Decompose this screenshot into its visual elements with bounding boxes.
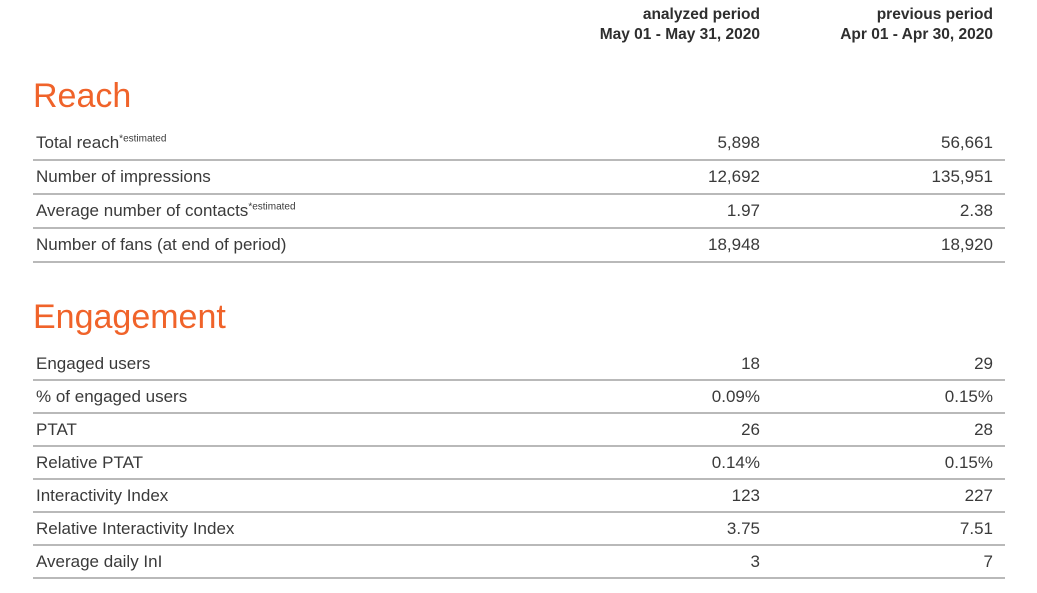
analyzed-period-label: analyzed period (642, 6, 760, 23)
metric-label-text: Engaged users (36, 353, 151, 373)
metric-value-analyzed: 18 (741, 353, 760, 373)
analyzed-period-header: analyzed period May 01 - May 31, 2020 (515, 5, 760, 45)
metric-value-analyzed: 3 (750, 551, 760, 571)
metric-label: Interactivity Index (33, 486, 515, 506)
metric-label: PTAT (33, 420, 515, 440)
header-spacer (33, 5, 515, 45)
metric-label-text: Total reach (36, 133, 120, 152)
metric-value-analyzed: 5,898 (717, 133, 760, 152)
metric-value-analyzed: 0.14% (711, 452, 760, 472)
metric-value-previous: 56,661 (941, 133, 993, 152)
table-row: Engaged users 18 29 (33, 348, 1005, 381)
metric-label-text: Average number of contacts (36, 201, 249, 220)
metric-value-previous: 0.15% (944, 452, 993, 472)
metric-label: Relative Interactivity Index (33, 519, 515, 539)
metrics-table-engagement: Engaged users 18 29 % of engaged users 0… (33, 348, 1005, 579)
report-header: analyzed period May 01 - May 31, 2020 pr… (33, 5, 1005, 45)
metric-value-analyzed: 3.75 (726, 518, 760, 538)
table-row: Relative PTAT 0.14% 0.15% (33, 447, 1005, 480)
metric-value-previous: 135,951 (931, 167, 993, 186)
previous-period-header: previous period Apr 01 - Apr 30, 2020 (760, 5, 1005, 45)
metric-value-analyzed: 18,948 (708, 235, 760, 254)
metric-label-text: Number of impressions (36, 167, 211, 186)
metric-value-analyzed: 26 (741, 419, 760, 439)
metric-label-text: Average daily InI (36, 551, 163, 571)
section-title-reach: Reach (33, 77, 132, 115)
metric-label: Average daily InI (33, 552, 515, 572)
metric-value-previous: 227 (964, 485, 993, 505)
metric-value-analyzed: 123 (731, 485, 760, 505)
metric-label: % of engaged users (33, 387, 515, 407)
previous-period-range: Apr 01 - Apr 30, 2020 (840, 26, 993, 43)
table-row: Number of fans (at end of period) 18,948… (33, 229, 1005, 263)
table-row: Average number of contacts*estimated 1.9… (33, 195, 1005, 229)
metric-label: Number of impressions (33, 167, 515, 187)
metric-value-previous: 0.15% (944, 386, 993, 406)
metric-label: Total reach*estimated (33, 133, 515, 153)
metric-value-analyzed: 12,692 (708, 167, 760, 186)
table-row: Number of impressions 12,692 135,951 (33, 161, 1005, 195)
metric-value-previous: 7 (983, 551, 993, 571)
metric-value-analyzed: 1.97 (726, 201, 760, 220)
table-row: % of engaged users 0.09% 0.15% (33, 381, 1005, 414)
metric-label-text: Number of fans (at end of period) (36, 235, 287, 254)
metric-value-analyzed: 0.09% (711, 386, 760, 406)
metric-value-previous: 2.38 (959, 201, 993, 220)
metric-label: Average number of contacts*estimated (33, 201, 515, 221)
table-row: Interactivity Index 123 227 (33, 480, 1005, 513)
table-row: Relative Interactivity Index 3.75 7.51 (33, 513, 1005, 546)
metric-label-text: % of engaged users (36, 386, 188, 406)
metric-label: Number of fans (at end of period) (33, 235, 515, 255)
estimated-superscript: *estimated (248, 201, 296, 213)
metric-label: Engaged users (33, 354, 515, 374)
analyzed-period-range: May 01 - May 31, 2020 (599, 26, 760, 43)
metric-label: Relative PTAT (33, 453, 515, 473)
metrics-table-reach: Total reach*estimated 5,898 56,661 Numbe… (33, 127, 1005, 263)
metric-value-previous: 7.51 (959, 518, 993, 538)
section-title-engagement: Engagement (33, 298, 226, 336)
table-row: PTAT 26 28 (33, 414, 1005, 447)
table-row: Average daily InI 3 7 (33, 546, 1005, 579)
estimated-superscript: *estimated (119, 133, 167, 145)
table-row: Total reach*estimated 5,898 56,661 (33, 127, 1005, 161)
metric-value-previous: 29 (974, 353, 993, 373)
metric-value-previous: 28 (974, 419, 993, 439)
metric-label-text: Relative PTAT (36, 452, 144, 472)
metric-label-text: PTAT (36, 419, 77, 439)
previous-period-label: previous period (876, 6, 993, 23)
metric-label-text: Relative Interactivity Index (36, 518, 235, 538)
metric-value-previous: 18,920 (941, 235, 993, 254)
metric-label-text: Interactivity Index (36, 485, 169, 505)
